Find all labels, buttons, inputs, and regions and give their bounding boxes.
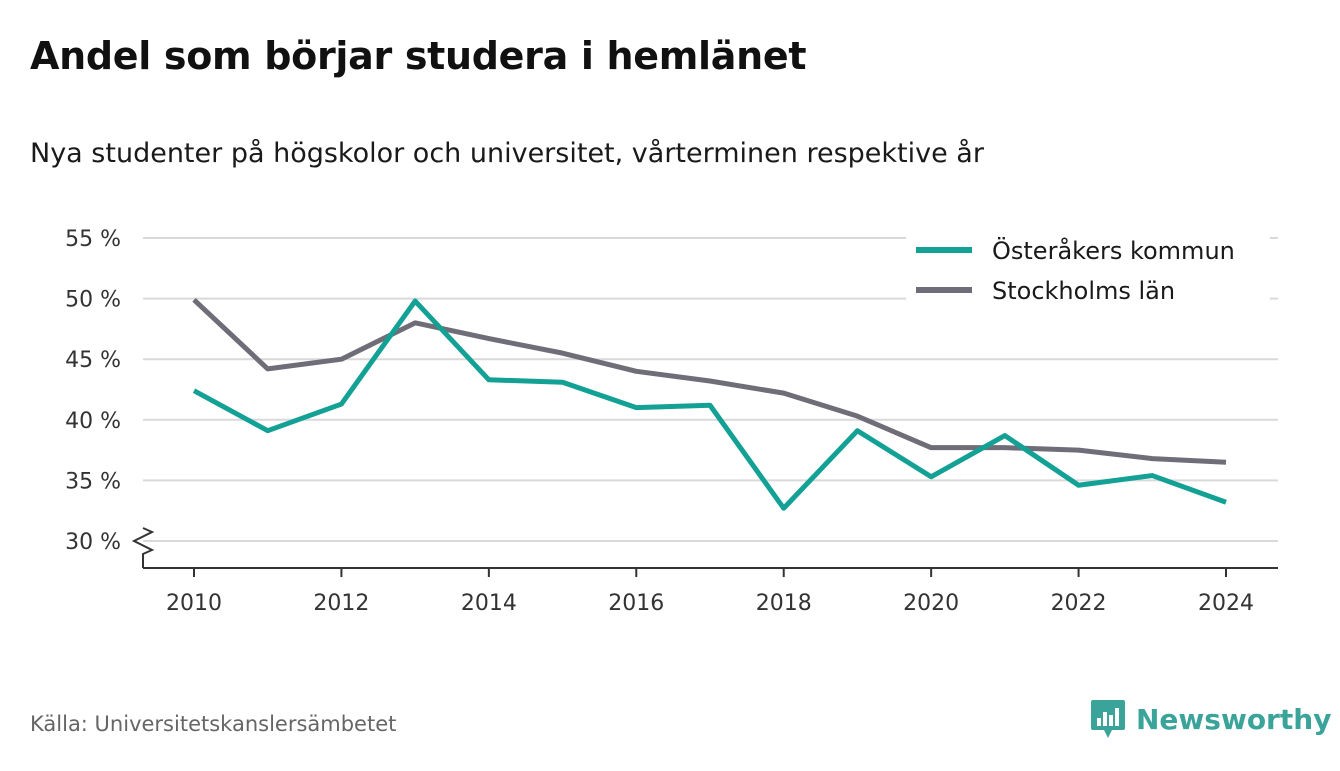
brand-name: Newsworthy bbox=[1136, 702, 1332, 736]
y-tick-label: 35 % bbox=[65, 469, 121, 494]
y-tick-label: 30 % bbox=[65, 530, 121, 555]
chart-title: Andel som börjar studera i hemlänet bbox=[30, 34, 807, 78]
chart-subtitle: Nya studenter på högskolor och universit… bbox=[30, 138, 984, 169]
y-tick-label: 55 % bbox=[65, 227, 121, 252]
x-tick-label: 2022 bbox=[1051, 591, 1107, 616]
x-tick-label: 2016 bbox=[608, 591, 664, 616]
x-tick-label: 2018 bbox=[756, 591, 812, 616]
series-lines bbox=[192, 297, 1227, 511]
legend-label: Stockholms län bbox=[992, 277, 1175, 305]
newsworthy-logo-icon bbox=[1091, 700, 1125, 738]
x-axis-ticks: 2010 2012 2014 2016 2018 2020 2022 2024 bbox=[166, 568, 1254, 616]
x-tick-label: 2012 bbox=[313, 591, 369, 616]
y-axis-ticks: 30 % 35 % 40 % 45 % 50 % 55 % bbox=[65, 227, 121, 555]
series-line bbox=[192, 298, 1227, 511]
x-axis bbox=[131, 527, 1278, 569]
x-tick-label: 2024 bbox=[1198, 591, 1254, 616]
x-tick-label: 2010 bbox=[166, 591, 222, 616]
y-tick-label: 50 % bbox=[65, 288, 121, 313]
brand-logo: Newsworthy bbox=[1090, 698, 1331, 740]
legend: Österåkers kommun Stockholms län bbox=[906, 224, 1270, 314]
series-line bbox=[192, 297, 1227, 465]
legend-background bbox=[906, 224, 1270, 314]
y-tick-label: 45 % bbox=[65, 348, 121, 373]
x-tick-label: 2014 bbox=[461, 591, 517, 616]
y-axis-break bbox=[131, 527, 155, 568]
x-tick-label: 2020 bbox=[903, 591, 959, 616]
y-tick-label: 40 % bbox=[65, 409, 121, 434]
source-note: Källa: Universitetskanslersämbetet bbox=[30, 712, 397, 736]
legend-label: Österåkers kommun bbox=[992, 236, 1235, 265]
